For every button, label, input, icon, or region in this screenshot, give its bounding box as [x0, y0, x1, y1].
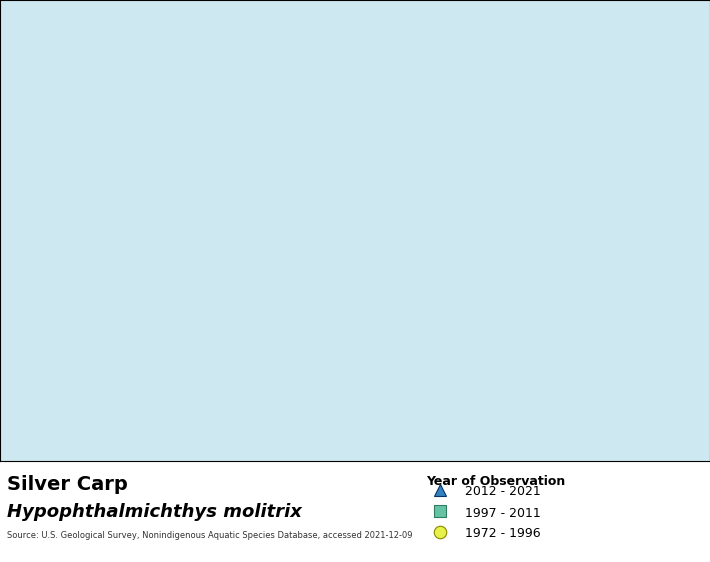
Text: Year of Observation: Year of Observation [426, 475, 565, 488]
Text: Hypophthalmichthys molitrix: Hypophthalmichthys molitrix [7, 503, 302, 521]
Text: Silver Carp: Silver Carp [7, 475, 128, 494]
Text: 2012 - 2021: 2012 - 2021 [465, 485, 541, 498]
Text: 1997 - 2011: 1997 - 2011 [465, 506, 541, 520]
Text: 1972 - 1996: 1972 - 1996 [465, 527, 541, 541]
Text: Source: U.S. Geological Survey, Nonindigenous Aquatic Species Database, accessed: Source: U.S. Geological Survey, Nonindig… [7, 531, 413, 540]
